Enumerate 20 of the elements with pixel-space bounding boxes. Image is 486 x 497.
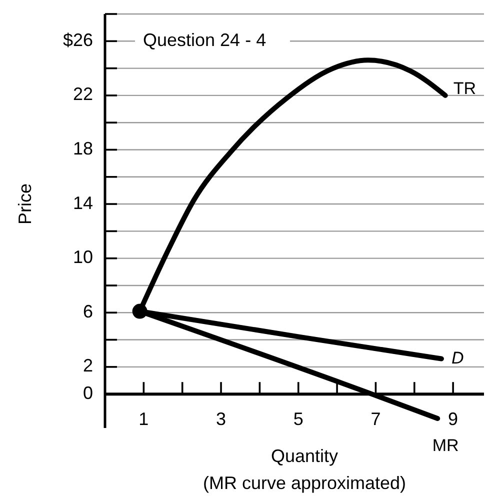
x-tick-label: 5: [293, 408, 304, 429]
y-tick-label: $26: [62, 30, 93, 50]
x-tick-label: 7: [370, 408, 381, 429]
text: (MR curve approximated): [202, 472, 406, 493]
y-tick-label: 22: [72, 84, 93, 104]
y-tick-label: 2: [82, 356, 93, 376]
x-tick-label: 3: [216, 408, 226, 429]
series-label: MR: [432, 436, 459, 455]
y-tick-label: 18: [72, 138, 93, 158]
x-tick-label: 9: [448, 408, 458, 429]
y-tick-label: 14: [72, 192, 93, 213]
series-label: TR: [453, 78, 476, 98]
text: Question 24 - 4: [143, 30, 266, 50]
y-tick-label: 0: [82, 382, 93, 403]
y-tick-label: 6: [82, 301, 93, 322]
y-axis-title: Price: [14, 184, 35, 225]
series-label: D: [451, 348, 464, 368]
x-axis-title: Quantity: [270, 446, 338, 466]
x-tick-label: 1: [138, 408, 149, 429]
y-tick-label: 10: [72, 247, 93, 268]
